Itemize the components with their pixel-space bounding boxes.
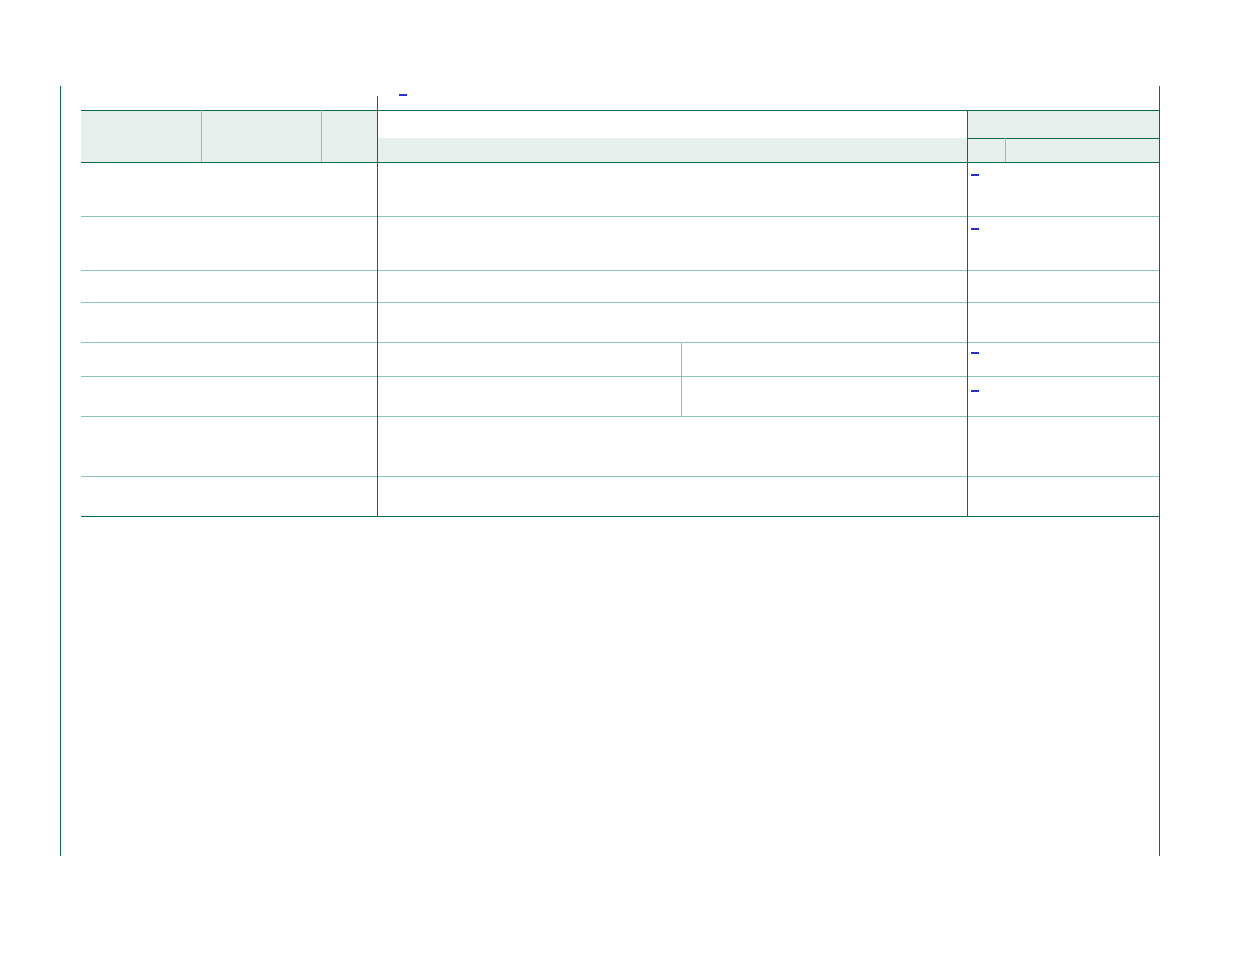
col-border <box>967 110 968 516</box>
col-border <box>681 342 682 416</box>
row-border <box>81 516 1159 517</box>
row-border <box>81 270 1159 271</box>
col-border <box>201 110 202 162</box>
header-sub <box>377 138 1159 162</box>
row-border <box>967 138 1159 139</box>
page-frame <box>60 86 1160 856</box>
row-border <box>81 302 1159 303</box>
link-dash-top[interactable] <box>399 94 407 96</box>
header-right-top <box>967 110 1159 138</box>
col-border <box>1005 138 1006 162</box>
col-border <box>321 110 322 162</box>
link-dash[interactable] <box>971 174 979 176</box>
row-border <box>81 476 1159 477</box>
link-dash[interactable] <box>971 352 979 354</box>
row-border <box>81 342 1159 343</box>
header-left <box>81 110 377 162</box>
row-border <box>81 376 1159 377</box>
row-border <box>81 216 1159 217</box>
link-dash[interactable] <box>971 390 979 392</box>
col-border <box>377 96 378 516</box>
link-dash[interactable] <box>971 228 979 230</box>
row-border <box>81 110 1159 111</box>
row-border <box>81 162 1159 163</box>
row-border <box>81 416 1159 417</box>
